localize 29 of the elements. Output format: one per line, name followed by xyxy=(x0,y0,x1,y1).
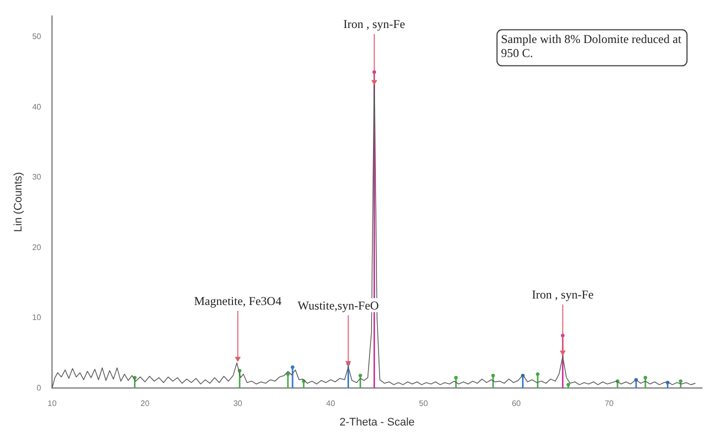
annotation: Magnetite, Fe3O4 xyxy=(194,294,282,308)
x-tick-label: 40 xyxy=(326,399,336,408)
point xyxy=(286,372,290,376)
y-tick-label: 20 xyxy=(32,242,42,252)
x-tick-label: 70 xyxy=(604,399,614,408)
point xyxy=(566,382,570,386)
x-axis-title: 2-Theta - Scale xyxy=(339,416,415,428)
x-tick-label: 30 xyxy=(233,399,243,408)
y-tick-label: 0 xyxy=(36,383,42,392)
point xyxy=(290,365,294,369)
y-axis-title: Lin (Counts) xyxy=(12,172,25,232)
annotation: Sample with 8% Dolomite reduced at 950 C. xyxy=(501,32,682,60)
annotation: Wustite,syn-FeO xyxy=(298,298,380,312)
point xyxy=(491,374,495,378)
annotation: Iron , syn-Fe xyxy=(532,288,594,302)
y-tick-label: 40 xyxy=(32,102,42,112)
y-tick-label: 10 xyxy=(32,313,42,322)
x-tick-label: 10 xyxy=(48,399,58,408)
x-tick-label: 50 xyxy=(419,399,428,408)
x-tick-label: 20 xyxy=(140,399,150,408)
x-tick-label: 60 xyxy=(512,399,522,408)
point xyxy=(358,374,362,378)
point xyxy=(536,372,540,376)
annotation: Iron , syn-Fe xyxy=(343,17,406,32)
point xyxy=(644,376,648,380)
y-tick-label: 30 xyxy=(32,172,42,182)
y-tick-label: 50 xyxy=(32,32,42,42)
point xyxy=(454,376,458,380)
point xyxy=(678,379,682,383)
